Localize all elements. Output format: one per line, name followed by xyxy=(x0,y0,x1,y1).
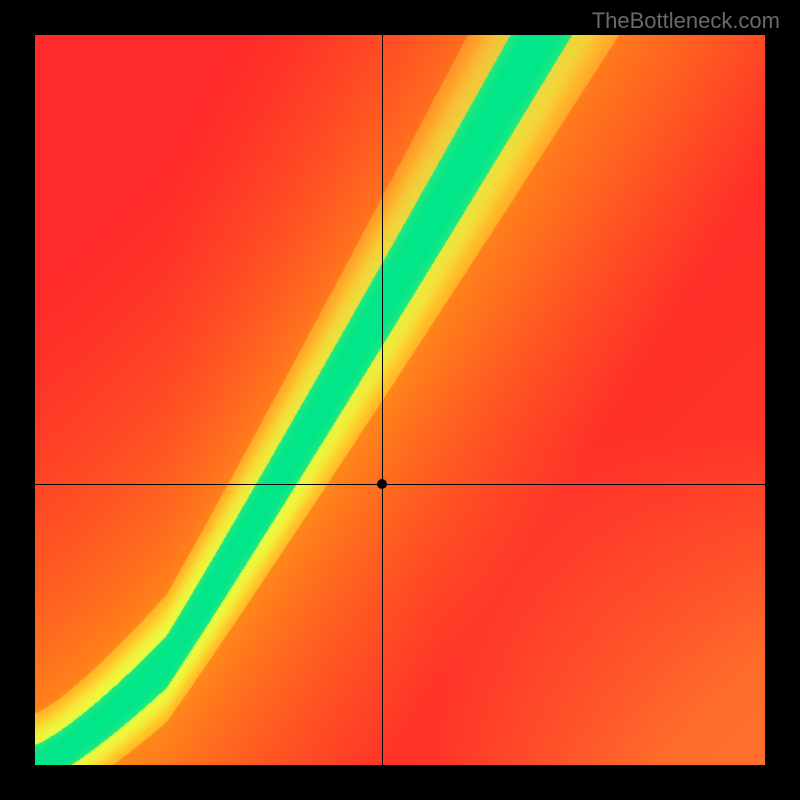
crosshair-vertical xyxy=(382,35,383,765)
crosshair-horizontal xyxy=(35,484,765,485)
crosshair-marker xyxy=(377,479,387,489)
chart-container: TheBottleneck.com xyxy=(0,0,800,800)
heatmap-canvas xyxy=(35,35,765,765)
plot-area xyxy=(35,35,765,765)
watermark-text: TheBottleneck.com xyxy=(592,8,780,34)
